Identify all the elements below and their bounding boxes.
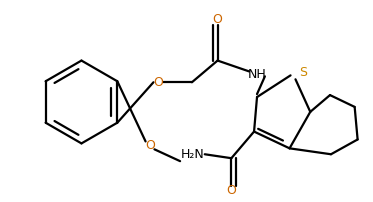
Text: H₂N: H₂N — [181, 148, 205, 161]
Text: O: O — [213, 13, 223, 26]
Text: S: S — [300, 66, 307, 79]
Text: NH: NH — [248, 68, 266, 81]
Text: O: O — [226, 184, 236, 197]
Text: O: O — [153, 76, 163, 89]
Text: O: O — [145, 139, 156, 152]
